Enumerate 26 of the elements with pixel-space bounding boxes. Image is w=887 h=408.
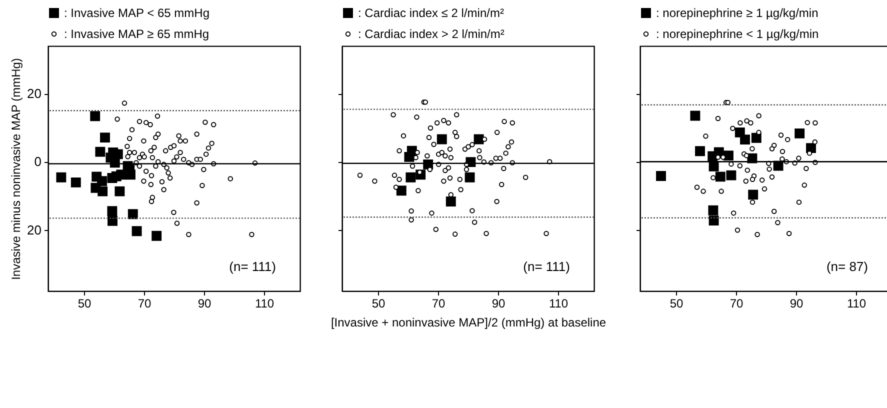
- legend-label: : Invasive MAP < 65 mmHg: [64, 6, 210, 20]
- annotation: (n= 111): [229, 259, 276, 274]
- annotation: (n= 87): [826, 259, 868, 274]
- x-tick-label: 50: [78, 296, 92, 310]
- legend-label: : Cardiac index > 2 l/min/m²: [358, 27, 504, 41]
- legend-label: : Cardiac index ≤ 2 l/min/m²: [358, 6, 504, 20]
- x-tick-label: 70: [730, 296, 744, 310]
- x-tick-label: 70: [432, 296, 446, 310]
- x-tick-label: 50: [372, 296, 386, 310]
- y-tick-label: 20: [27, 222, 42, 238]
- annotation: (n= 111): [523, 259, 570, 274]
- x-tick-label: 110: [548, 296, 568, 310]
- x-axis-title: [Invasive + noninvasive MAP]/2 (mmHg) at baseline: [330, 316, 606, 330]
- x-tick-label: 90: [492, 296, 506, 310]
- y-axis-title: Invasive minus noninvasive MAP (mmHg): [9, 58, 24, 280]
- legend-label: : Invasive MAP ≥ 65 mmHg: [64, 27, 210, 41]
- y-tick-label: 0: [34, 154, 42, 170]
- x-tick-label: 110: [254, 296, 274, 310]
- x-tick-label: 90: [790, 296, 804, 310]
- x-tick-label: 110: [846, 296, 866, 310]
- legend-label: : norepinephrine ≥ 1 µg/kg/min: [656, 6, 818, 20]
- x-tick-label: 90: [198, 296, 212, 310]
- x-tick-label: 70: [138, 296, 152, 310]
- y-tick-label: 20: [27, 86, 42, 102]
- x-tick-label: 50: [670, 296, 684, 310]
- legend-label: : norepinephrine < 1 µg/kg/min: [656, 27, 819, 41]
